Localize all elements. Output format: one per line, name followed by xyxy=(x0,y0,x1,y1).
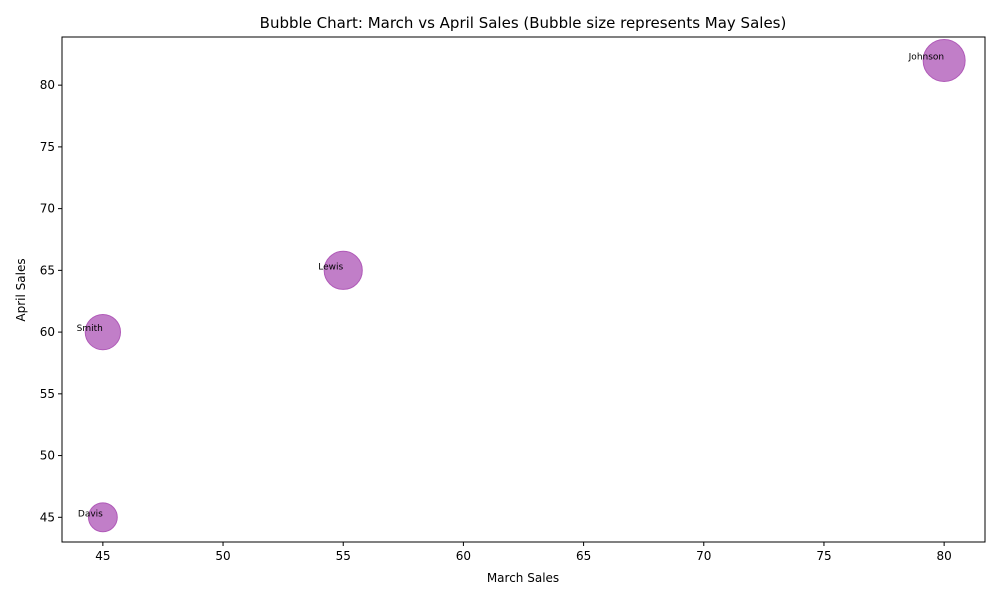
bubble-labels: Johnson Lewis Smith Davis xyxy=(77,52,944,519)
x-tick-label: 65 xyxy=(576,549,591,563)
y-tick-label: 55 xyxy=(40,387,55,401)
x-tick-label: 80 xyxy=(936,549,951,563)
plot-frame xyxy=(61,36,986,543)
x-tick-label: 45 xyxy=(95,549,110,563)
x-tick-label: 70 xyxy=(696,549,711,563)
x-axis-label: March Sales xyxy=(487,571,559,585)
bubble-lewis xyxy=(323,250,363,290)
bubble-series xyxy=(84,38,966,533)
bubble-label-lewis: Lewis xyxy=(318,262,343,272)
bubble-davis xyxy=(87,502,118,533)
y-axis-label: April Sales xyxy=(14,258,28,321)
y-tick-label: 75 xyxy=(40,140,55,154)
x-axis: 45 50 55 60 65 70 75 80 xyxy=(95,542,952,563)
y-axis: 45 50 55 60 65 70 75 80 xyxy=(40,78,62,524)
x-tick-label: 75 xyxy=(816,549,831,563)
y-tick-label: 70 xyxy=(40,202,55,216)
y-tick-label: 60 xyxy=(40,325,55,339)
y-tick-label: 45 xyxy=(40,510,55,524)
y-tick-label: 50 xyxy=(40,449,55,463)
bubble-label-davis: Davis xyxy=(78,509,103,519)
y-tick-label: 80 xyxy=(40,78,55,92)
bubble-label-johnson: Johnson xyxy=(908,52,944,62)
x-tick-label: 60 xyxy=(456,549,471,563)
bubble-smith xyxy=(84,313,122,351)
x-tick-label: 55 xyxy=(336,549,351,563)
x-tick-label: 50 xyxy=(215,549,230,563)
plot-area xyxy=(61,36,986,543)
bubble-label-smith: Smith xyxy=(77,324,103,334)
chart-title: Bubble Chart: March vs April Sales (Bubb… xyxy=(260,14,787,32)
y-tick-label: 65 xyxy=(40,263,55,277)
bubble-johnson xyxy=(922,38,966,82)
